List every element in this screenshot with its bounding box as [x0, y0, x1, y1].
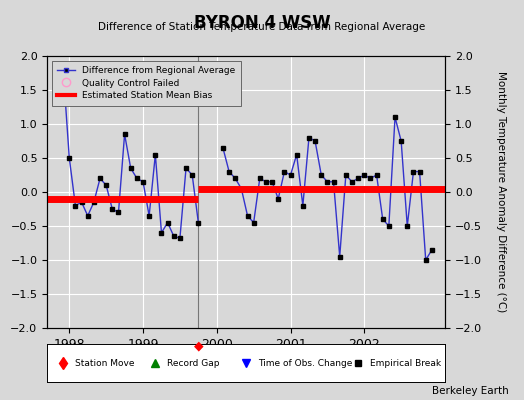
Text: Empirical Break: Empirical Break — [370, 358, 441, 368]
Text: Berkeley Earth: Berkeley Earth — [432, 386, 508, 396]
Text: Record Gap: Record Gap — [167, 358, 219, 368]
Text: Difference of Station Temperature Data from Regional Average: Difference of Station Temperature Data f… — [99, 22, 425, 32]
Text: BYRON 4 WSW: BYRON 4 WSW — [194, 14, 330, 32]
Legend: Difference from Regional Average, Quality Control Failed, Estimated Station Mean: Difference from Regional Average, Qualit… — [52, 60, 241, 106]
Text: Station Move: Station Move — [75, 358, 135, 368]
Y-axis label: Monthly Temperature Anomaly Difference (°C): Monthly Temperature Anomaly Difference (… — [496, 71, 506, 313]
Text: Time of Obs. Change: Time of Obs. Change — [258, 358, 353, 368]
Text: ◆: ◆ — [193, 340, 203, 352]
